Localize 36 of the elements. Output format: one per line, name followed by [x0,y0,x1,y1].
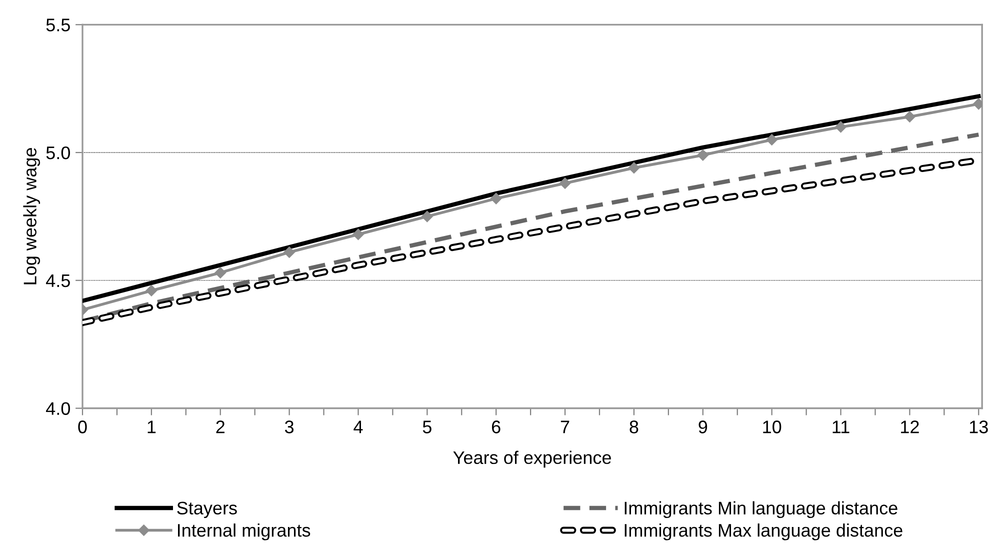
legend-label: Immigrants Min language distance [624,501,898,518]
legend-label: Internal migrants [178,523,310,540]
x-tick-label: 12 [901,420,919,434]
legend-label: Immigrants Max language distance [624,523,902,540]
x-tick-label: 3 [284,420,294,434]
point [835,121,846,133]
x-tick-label: 1 [148,420,156,434]
x-tick-label: 2 [216,420,224,434]
point [284,246,295,258]
point [146,285,158,296]
x-tick-label: 11 [832,420,850,434]
x-tick-label: 4 [354,420,363,434]
point [766,134,778,146]
point [904,111,916,122]
x-tick-label: 9 [698,420,708,434]
y-tick-label: 4.0 [46,402,70,415]
point [697,149,708,161]
point [352,228,364,240]
x-tick-label: 13 [970,420,988,434]
y-tick-label: 4.5 [46,274,70,288]
x-axis-title: Years of experience [453,450,611,468]
x-tick-label: 5 [422,420,432,434]
x-tick-label: 6 [492,420,500,434]
x-tick-label: 7 [560,420,570,434]
point [214,267,226,278]
y-axis-title: Log weekly wage [23,148,40,284]
x-tick-label: 8 [630,420,638,434]
x-tick-label: 0 [78,420,87,434]
y-tick-label: 5.0 [46,146,70,160]
point [422,210,433,222]
legend-label: Stayers [177,502,237,518]
point [628,162,640,174]
y-tick-label: 5.5 [46,18,70,32]
point [490,192,502,204]
point [559,178,571,189]
x-tick-label: 10 [763,420,782,434]
